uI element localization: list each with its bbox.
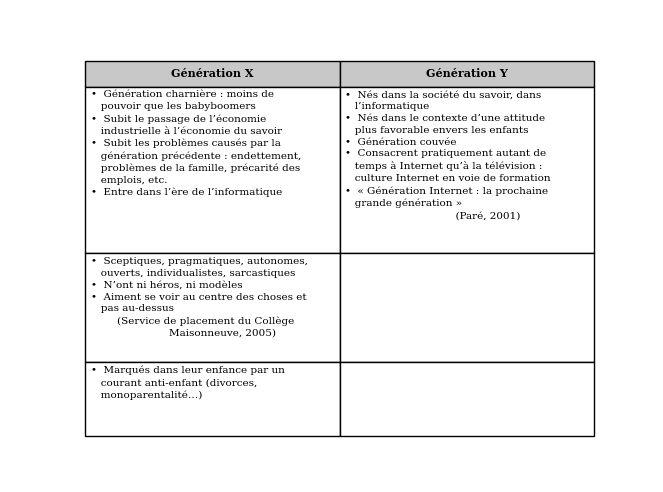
Bar (86, 362, 340, 436)
Bar (86, 61, 340, 87)
Bar (86, 253, 340, 362)
Bar (340, 362, 594, 436)
Bar (340, 87, 594, 253)
Text: •  Marqués dans leur enfance par un
   courant anti-enfant (divorces,
   monopar: • Marqués dans leur enfance par un coura… (91, 366, 284, 400)
Text: •  Nés dans la société du savoir, dans
   l’informatique
•  Nés dans le contexte: • Nés dans la société du savoir, dans l’… (345, 91, 550, 220)
Text: Génération Y: Génération Y (426, 68, 508, 79)
Text: •  Génération charnière : moins de
   pouvoir que les babyboomers
•  Subit le pa: • Génération charnière : moins de pouvoi… (91, 91, 301, 197)
Text: •  Sceptiques, pragmatiques, autonomes,
   ouverts, individualistes, sarcastique: • Sceptiques, pragmatiques, autonomes, o… (91, 257, 308, 338)
Text: Génération X: Génération X (171, 68, 254, 79)
Bar (340, 61, 594, 87)
Bar (86, 87, 340, 253)
Bar (340, 253, 594, 362)
